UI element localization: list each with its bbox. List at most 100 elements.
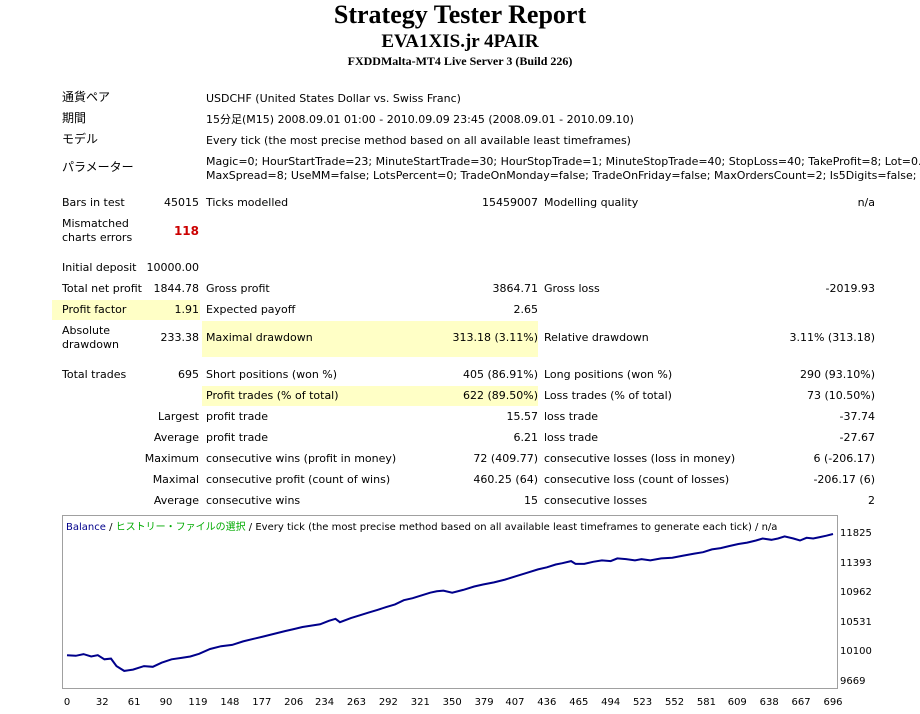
- average-loss-value: -27.67: [839, 431, 875, 444]
- quality-label: Modelling quality: [544, 196, 639, 209]
- profit-trades-highlight: [202, 386, 538, 406]
- abs-drawdown-value: 233.38: [160, 331, 200, 344]
- ea-name: EVA1XIS.jr 4PAIR: [381, 31, 539, 52]
- expected-payoff-label: Expected payoff: [206, 303, 296, 316]
- symbol-label: 通貨ペア: [62, 90, 111, 104]
- maximal-loss-label: consecutive loss (count of losses): [544, 473, 730, 486]
- x-tick-label: 581: [696, 697, 716, 708]
- profit-trades-value: 622 (89.50%): [462, 389, 538, 402]
- x-tick-label: 177: [252, 697, 272, 708]
- x-tick-label: 350: [442, 697, 462, 708]
- loss-trades-value: 73 (10.50%): [806, 389, 875, 402]
- max-drawdown-highlight: [202, 321, 538, 357]
- largest-label: Largest: [158, 410, 199, 423]
- avg-cons-wins-label: consecutive wins: [206, 494, 301, 507]
- avg-cons-losses-value: 2: [868, 494, 875, 507]
- largest-loss-label: loss trade: [544, 410, 599, 423]
- gross-loss-label: Gross loss: [544, 282, 600, 295]
- loss-trades-label: Loss trades (% of total): [544, 389, 672, 402]
- ticks-value: 15459007: [482, 196, 538, 209]
- x-tick-label: 638: [759, 697, 779, 708]
- x-tick-label: 32: [95, 697, 109, 708]
- legend-balance: Balance: [66, 522, 106, 533]
- y-tick-label: 9669: [840, 676, 866, 687]
- x-tick-label: 379: [474, 697, 494, 708]
- y-tick-label: 11393: [840, 557, 872, 569]
- params-line-2: MaxSpread=8; UseMM=false; LotsPercent=0;…: [206, 169, 917, 182]
- profit-factor-label: Profit factor: [62, 303, 127, 316]
- x-tick-label: 234: [314, 697, 335, 708]
- maximal-profit-label: consecutive profit (count of wins): [206, 473, 391, 486]
- mismatch-label-2: charts errors: [62, 231, 133, 244]
- mismatch-value: 118: [173, 224, 199, 238]
- gross-loss-value: -2019.93: [825, 282, 875, 295]
- model-label: モデル: [62, 132, 99, 146]
- max-drawdown-label: Maximal drawdown: [206, 331, 313, 344]
- max-cons-losses-label: consecutive losses (loss in money): [544, 452, 736, 465]
- x-tick-label: 436: [537, 697, 557, 708]
- max-cons-wins-value: 72 (409.77): [473, 452, 538, 465]
- balance-chart: [62, 515, 838, 689]
- x-tick-label: 61: [127, 697, 141, 708]
- x-tick-label: 206: [284, 697, 304, 708]
- long-positions-label: Long positions (won %): [544, 368, 673, 381]
- x-tick-label: 90: [159, 697, 173, 708]
- x-tick-label: 119: [188, 697, 208, 708]
- abs-drawdown-label-2: drawdown: [62, 338, 119, 351]
- maximal-label: Maximal: [152, 473, 199, 486]
- short-positions-label: Short positions (won %): [206, 368, 338, 381]
- x-tick-label: 552: [664, 697, 685, 708]
- expected-payoff-value: 2.65: [513, 303, 539, 316]
- x-tick-label: 494: [601, 697, 621, 708]
- profit-factor-value: 1.91: [174, 303, 200, 316]
- symbol-value: USDCHF (United States Dollar vs. Swiss F…: [206, 92, 461, 105]
- deposit-label: Initial deposit: [62, 261, 137, 274]
- gross-profit-value: 3864.71: [492, 282, 539, 295]
- average-label: Average: [153, 431, 199, 444]
- max-drawdown-value: 313.18 (3.11%): [452, 331, 538, 344]
- rel-drawdown-label: Relative drawdown: [544, 331, 649, 344]
- x-tick-label: 407: [505, 697, 525, 708]
- total-trades-value: 695: [178, 368, 199, 381]
- y-tick-label: 10962: [840, 587, 872, 599]
- bars-label: Bars in test: [62, 196, 125, 209]
- balance-series-line: [66, 533, 834, 672]
- y-tick-label: 10100: [840, 646, 872, 658]
- maximal-loss-value: -206.17 (6): [813, 473, 875, 486]
- max-cons-wins-label: consecutive wins (profit in money): [206, 452, 397, 465]
- profit-trades-label: Profit trades (% of total): [206, 389, 339, 402]
- legend-separator: /: [105, 522, 116, 533]
- legend-description: / Every tick (the most precise method ba…: [245, 522, 778, 533]
- avg-cons-label: Average: [153, 494, 199, 507]
- period-label: 期間: [62, 111, 87, 125]
- quality-value: n/a: [857, 196, 875, 209]
- x-tick-label: 523: [633, 697, 653, 708]
- abs-drawdown-label-1: Absolute: [62, 324, 111, 337]
- average-profit-value: 6.21: [513, 431, 539, 444]
- average-profit-label: profit trade: [206, 431, 269, 444]
- gross-profit-label: Gross profit: [206, 282, 270, 295]
- legend-history-file: ヒストリー・ファイルの選択: [115, 522, 246, 533]
- server-name: FXDDMalta-MT4 Live Server 3 (Build 226): [347, 54, 573, 68]
- profit-factor-highlight: [52, 300, 200, 320]
- deposit-value: 10000.00: [146, 261, 200, 274]
- maximum-label: Maximum: [144, 452, 199, 465]
- short-positions-value: 405 (86.91%): [462, 368, 538, 381]
- avg-cons-losses-label: consecutive losses: [544, 494, 648, 507]
- largest-profit-label: profit trade: [206, 410, 269, 423]
- x-tick-label: 292: [378, 697, 398, 708]
- max-cons-losses-value: 6 (-206.17): [813, 452, 875, 465]
- bars-value: 45015: [164, 196, 199, 209]
- y-tick-label: 11825: [840, 528, 872, 539]
- params-line-1: Magic=0; HourStartTrade=23; MinuteStartT…: [206, 155, 920, 168]
- long-positions-value: 290 (93.10%): [799, 368, 875, 381]
- chart-legend: Balance / ヒストリー・ファイルの選択 / Every tick (th…: [66, 518, 777, 533]
- x-tick-label: 696: [823, 697, 843, 708]
- net-profit-value: 1844.78: [153, 282, 200, 295]
- model-value: Every tick (the most precise method base…: [206, 134, 631, 147]
- mismatch-label-1: Mismatched: [62, 217, 129, 230]
- largest-profit-value: 15.57: [506, 410, 539, 423]
- total-trades-label: Total trades: [62, 368, 127, 381]
- net-profit-label: Total net profit: [62, 282, 142, 295]
- average-loss-label: loss trade: [544, 431, 599, 444]
